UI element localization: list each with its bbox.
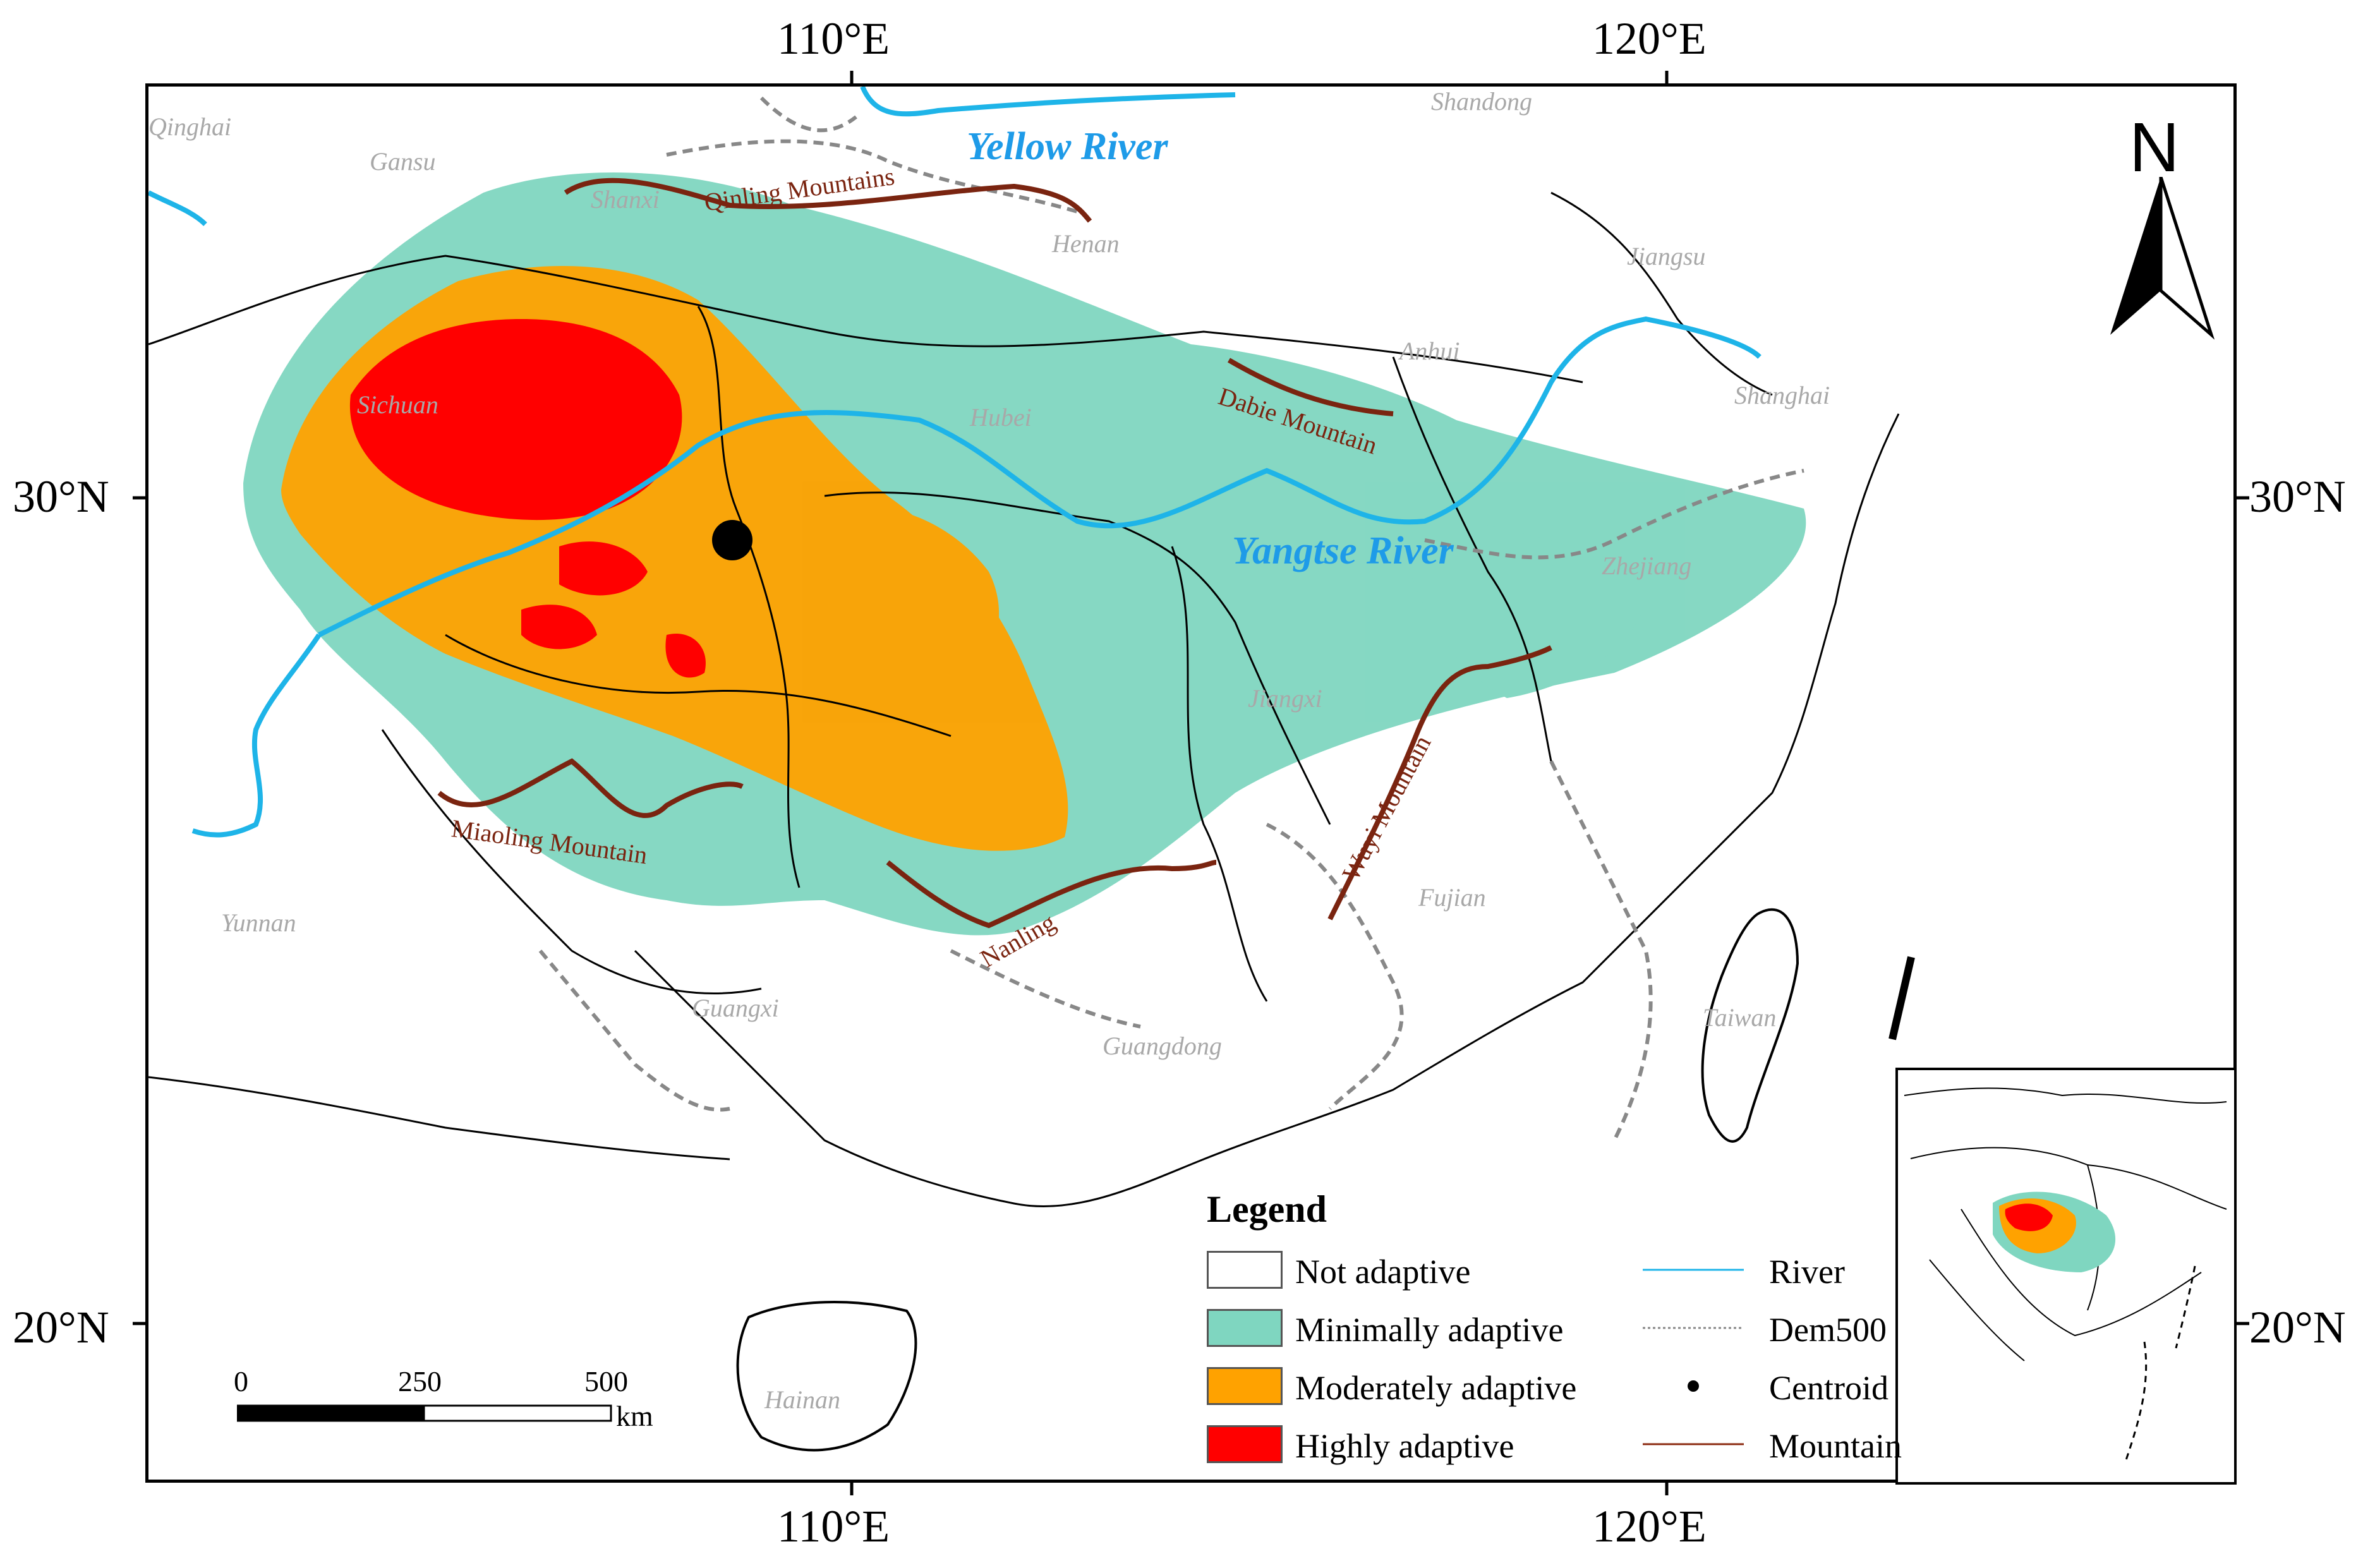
map-canvas [148,87,1915,1452]
main-map: Qinghai Gansu Shanxi Shandong Henan Jian… [145,83,2237,1483]
centroid-marker [712,520,752,560]
north-arrow: N [2104,107,2218,347]
province-label-anhui: Anhui [1399,337,1460,365]
dem500-contours [538,96,1804,1142]
swatch-highly-adaptive [1207,1425,1283,1463]
province-label-shanghai: Shanghai [1734,381,1830,409]
legend-row-not-adaptive: Not adaptive River [1188,1251,1908,1293]
legend-label-minimally-adaptive: Minimally adaptive [1295,1311,1564,1349]
province-label-yunnan: Yunnan [221,908,296,937]
province-label-guangxi: Guangxi [692,994,779,1022]
swatch-moderately-adaptive [1207,1367,1283,1405]
scale-tick-500: 500 [584,1365,628,1397]
province-label-fujian: Fujian [1418,883,1486,912]
legend-label-moderately-adaptive: Moderately adaptive [1295,1369,1577,1407]
mountain-ranges [437,178,1552,929]
legend: Legend Not adaptive River Minimally adap… [1188,1175,1908,1478]
axis-label-right-20n: 20°N [2249,1302,2346,1353]
legend-label-mountain: Mountain [1769,1427,1902,1465]
scale-bar: 0 250 500 km [234,1365,676,1440]
north-letter: N [2129,109,2180,186]
axis-label-top-110e: 110°E [777,13,890,64]
river-label-yellow: Yellow River [967,125,1168,168]
swatch-not-adaptive [1207,1251,1283,1289]
axis-label-bottom-110e: 110°E [777,1501,890,1552]
legend-river-line [1643,1269,1744,1271]
islands [736,908,1799,1452]
axis-label-left-30n: 30°N [13,471,109,522]
scale-tick-250: 250 [398,1365,442,1397]
legend-label-centroid: Centroid [1769,1369,1889,1407]
axis-label-top-120e: 120°E [1592,13,1707,64]
province-label-sichuan: Sichuan [357,390,438,419]
swatch-minimally-adaptive [1207,1309,1283,1347]
rivers [148,87,1762,838]
province-label-jiangxi: Jiangxi [1248,684,1322,713]
province-label-hubei: Hubei [970,403,1032,431]
boundary-dash [1889,956,1915,1040]
province-label-jiangsu: Jiangsu [1627,242,1706,270]
province-borders [148,191,1900,1208]
province-label-hainan: Hainan [764,1385,840,1414]
legend-label-highly-adaptive: Highly adaptive [1295,1427,1514,1465]
north-arrow-icon [2110,177,2215,340]
scale-unit: km [616,1400,653,1432]
legend-row-moderately-adaptive: Moderately adaptive Centroid [1188,1367,1908,1409]
province-label-qinghai: Qinghai [148,112,232,141]
axis-label-right-30n: 30°N [2249,471,2346,522]
inset-map-canvas [1904,1087,2227,1462]
province-label-gansu: Gansu [370,147,436,176]
legend-row-highly-adaptive: Highly adaptive Mountain [1188,1425,1908,1467]
province-label-zhejiang: Zhejiang [1602,552,1692,580]
province-label-henan: Henan [1052,229,1120,258]
legend-row-minimally-adaptive: Minimally adaptive Dem500 [1188,1309,1908,1351]
province-label-shandong: Shandong [1431,87,1532,116]
legend-mountain-line [1643,1443,1744,1445]
legend-centroid-dot [1688,1380,1699,1392]
river-label-yangtse: Yangtse River [1232,529,1454,572]
legend-label-river: River [1769,1253,1845,1291]
legend-label-dem500: Dem500 [1769,1311,1887,1349]
legend-dem500-line [1643,1327,1744,1329]
province-label-taiwan: Taiwan [1703,1003,1777,1032]
axis-label-left-20n: 20°N [13,1302,109,1353]
scale-tick-0: 0 [234,1365,248,1397]
scale-bar-graphic [237,1404,612,1422]
province-label-guangdong: Guangdong [1103,1032,1222,1060]
axis-label-bottom-120e: 120°E [1592,1501,1707,1552]
highly-adaptive-zone [349,319,706,678]
legend-title: Legend [1207,1188,1327,1230]
province-label-shanxi: Shanxi [591,185,660,214]
legend-label-not-adaptive: Not adaptive [1295,1253,1471,1291]
inset-map [1895,1068,2237,1485]
